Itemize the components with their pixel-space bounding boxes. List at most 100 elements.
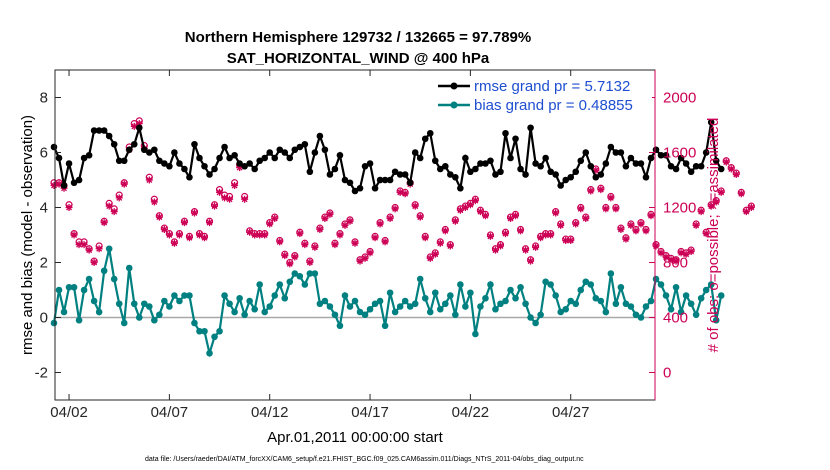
rmse-point	[542, 154, 549, 162]
obs-assimilated-point	[426, 254, 434, 262]
rmse-point	[135, 124, 143, 132]
legend-box	[430, 76, 652, 116]
bias-point	[667, 305, 675, 313]
y-right-tick-label: 1200	[663, 200, 696, 217]
obs-assimilated-point	[672, 257, 680, 265]
bias-point	[366, 305, 374, 313]
plot-frame	[54, 69, 656, 401]
bias-point	[371, 300, 379, 308]
bias-point	[85, 275, 93, 283]
obs-assimilated-point	[522, 246, 530, 254]
bias-point	[492, 305, 499, 313]
bias-point	[311, 270, 319, 277]
rmse-point	[637, 160, 645, 167]
bias-point	[597, 297, 605, 305]
obs-assimilated-point	[727, 165, 735, 173]
obs-assimilated-point	[642, 227, 650, 235]
bias-point	[652, 275, 660, 283]
rmse-point	[166, 162, 173, 170]
obs-assimilated-point	[336, 231, 344, 239]
bias-point	[527, 314, 534, 321]
bias-point	[55, 286, 63, 294]
rmse-point	[687, 168, 695, 176]
bias-point	[151, 316, 158, 324]
rmse-point	[286, 154, 294, 162]
obs-assimilated-point	[356, 257, 364, 265]
obs-assimilated-point	[341, 221, 349, 229]
rmse-point	[115, 157, 123, 165]
obs-assimilated-point	[637, 220, 645, 228]
obs-assimilated-point	[381, 238, 389, 246]
obs-assimilated-point	[251, 231, 259, 239]
rmse-point	[75, 176, 83, 184]
bias-point	[65, 283, 73, 291]
bias-point	[140, 300, 148, 308]
bias-point	[657, 281, 665, 288]
bias-point	[507, 286, 514, 294]
obs-assimilated-point	[622, 235, 630, 243]
obs-assimilated-point	[50, 182, 58, 189]
obs-assimilated-point	[80, 241, 88, 249]
rmse-point	[326, 171, 334, 178]
rmse-point	[482, 160, 489, 167]
obs-assimilated-point	[351, 239, 359, 247]
bias-point	[266, 303, 274, 310]
rmse-point	[492, 171, 499, 178]
axes: 04/02 04/07 04/12 04/17 04/22 04/27 -2 0 2 4 6 8 0 40…	[35, 70, 696, 421]
rmse-point	[647, 154, 655, 162]
rmse-point	[416, 154, 424, 162]
bias-point	[637, 314, 645, 321]
obs-assimilated-point	[135, 120, 143, 128]
rmse-point	[567, 173, 575, 181]
bias-point	[431, 289, 439, 297]
rmse-point	[386, 176, 394, 184]
bias-point	[100, 267, 108, 275]
bias-point	[60, 308, 68, 316]
rmse-point	[682, 160, 690, 167]
bias-point	[602, 308, 610, 316]
bias-point	[331, 311, 339, 319]
rmse-point	[602, 160, 610, 167]
bias-point	[276, 281, 284, 288]
rmse-point	[181, 165, 188, 173]
obs-assimilated-point	[361, 254, 369, 262]
bias-point	[236, 294, 243, 302]
x-tick-label: 04/02	[50, 404, 88, 421]
rmse-point	[266, 149, 274, 156]
rmse-point	[201, 162, 208, 170]
bias-point	[241, 311, 248, 319]
obs-assimilated-point	[542, 231, 550, 239]
chart-title: Northern Hemisphere 129732 / 132665 = 97…	[185, 29, 531, 46]
bias-point	[321, 297, 329, 305]
bias-point	[672, 283, 680, 291]
obs-assimilated-point	[582, 215, 590, 222]
x-tick-label: 04/27	[552, 404, 590, 421]
obs-assimilated-point	[537, 234, 545, 242]
rmse-point	[95, 127, 103, 134]
rmse-point	[156, 157, 163, 165]
bias-point	[176, 297, 183, 305]
x-tick-label: 04/17	[351, 404, 389, 421]
y-axis-left-label: rmse and bias (model - observation)	[19, 115, 36, 355]
obs-assimilated-point	[496, 242, 504, 250]
obs-assimilated-point	[512, 212, 520, 220]
rmse-point	[677, 154, 685, 162]
obs-assimilated-point	[617, 226, 625, 233]
bias-point	[291, 270, 299, 277]
obs-assimilated-point	[110, 208, 118, 216]
obs-assimilated-point	[682, 250, 690, 258]
obs-assimilated-point	[331, 241, 339, 249]
bias-line	[52, 248, 723, 358]
x-tick-label: 04/07	[151, 404, 189, 421]
obs-assimilated-point	[597, 186, 605, 194]
obs-assimilated-point	[170, 239, 178, 247]
obs-assimilated-point	[376, 220, 384, 228]
bias-point	[442, 300, 449, 308]
bias-point	[416, 275, 424, 283]
rmse-point	[672, 165, 680, 173]
bias-point	[567, 297, 575, 305]
rmse-point	[241, 162, 248, 170]
bias-point	[487, 281, 494, 288]
bias-point	[547, 281, 554, 288]
bias-point	[286, 278, 294, 286]
